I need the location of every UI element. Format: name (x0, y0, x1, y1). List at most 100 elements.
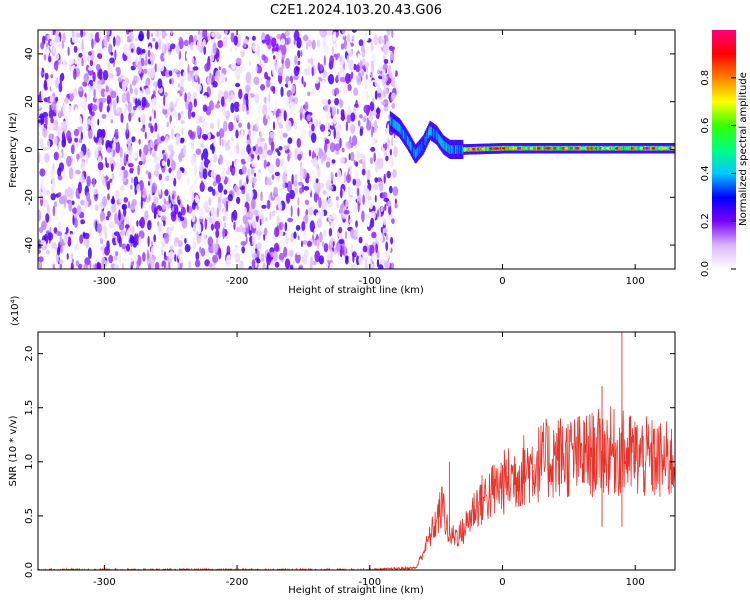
noise-cell (140, 73, 143, 81)
y-tick-label: -40 (24, 237, 35, 253)
noise-cell (158, 38, 162, 51)
noise-cell (121, 203, 128, 210)
noise-cell (341, 30, 346, 34)
noise-cell (50, 192, 56, 201)
noise-cell (282, 181, 286, 190)
x-tick-label: -100 (358, 577, 381, 588)
noise-cell (299, 166, 304, 177)
noise-cell (322, 190, 327, 196)
noise-cell (184, 92, 187, 103)
signal-band (623, 145, 625, 151)
noise-cell (70, 262, 74, 269)
noise-cell (178, 58, 183, 69)
noise-cell (252, 145, 256, 152)
noise-cell (246, 31, 251, 37)
signal-band (444, 141, 446, 151)
noise-cell (373, 152, 377, 163)
noise-cell (183, 170, 188, 176)
noise-cell (65, 38, 69, 48)
signal-band (573, 145, 575, 151)
noise-cell (328, 73, 335, 85)
noise-cell (241, 148, 245, 156)
noise-cell (214, 220, 221, 230)
noise-cell (391, 218, 395, 225)
noise-cell (358, 236, 363, 244)
noise-cell (116, 107, 120, 114)
noise-cell (263, 159, 267, 169)
noise-cell (318, 103, 323, 109)
signal-band (505, 145, 507, 151)
noise-cell (347, 33, 351, 45)
signal-band (413, 147, 415, 157)
noise-cell (293, 74, 299, 81)
noise-cell (280, 108, 285, 113)
noise-cell (210, 207, 216, 217)
noise-cell (389, 51, 395, 61)
noise-cell (82, 31, 86, 37)
noise-cell (309, 220, 315, 233)
noise-cell (186, 176, 191, 186)
noise-cell (160, 135, 165, 142)
noise-cell (105, 174, 108, 187)
noise-cell (197, 30, 201, 36)
noise-cell (394, 198, 397, 205)
noise-cell (196, 125, 201, 136)
noise-cell (50, 259, 56, 265)
noise-cell (230, 102, 235, 113)
noise-cell (302, 240, 308, 245)
noise-cell (233, 114, 238, 122)
noise-cell (355, 161, 359, 167)
signal-band (486, 146, 488, 152)
noise-cell (310, 57, 314, 65)
signal-band (439, 135, 441, 144)
noise-cell (122, 169, 129, 179)
noise-cell (161, 160, 166, 167)
x-tick-label: 0 (499, 577, 505, 588)
noise-cell (335, 150, 340, 155)
noise-cell (216, 207, 219, 218)
noise-cell (382, 191, 388, 199)
noise-cell (327, 192, 330, 199)
noise-cell (369, 101, 375, 112)
noise-cell (310, 89, 317, 95)
noise-cell (121, 92, 127, 104)
noise-cell (236, 196, 241, 204)
noise-cell (195, 148, 202, 155)
noise-cell (88, 84, 91, 94)
noise-cell (225, 259, 232, 267)
signal-band (433, 128, 435, 138)
signal-band (423, 139, 425, 149)
noise-cell (240, 241, 247, 246)
noise-cell (200, 142, 205, 149)
noise-cell (303, 185, 310, 191)
noise-cell (368, 68, 372, 76)
noise-cell (235, 69, 241, 77)
noise-cell (334, 97, 340, 106)
noise-cell (308, 177, 315, 184)
noise-cell (348, 59, 354, 71)
noise-cell (343, 39, 348, 50)
noise-cell (347, 41, 351, 53)
noise-cell (260, 76, 266, 85)
noise-cell (392, 186, 399, 197)
noise-cell (57, 43, 63, 48)
signal-band (418, 145, 420, 155)
noise-cell (265, 217, 268, 222)
signal-band (396, 121, 398, 130)
noise-cell (326, 156, 331, 162)
noise-cell (108, 72, 114, 79)
noise-cell (386, 30, 391, 36)
noise-cell (228, 121, 234, 132)
noise-cell (273, 151, 277, 160)
noise-cell (321, 241, 325, 248)
noise-cell (160, 239, 166, 247)
noise-cell (323, 55, 326, 66)
noise-cell (378, 264, 384, 269)
noise-cell (40, 211, 44, 218)
noise-cell (54, 201, 58, 208)
noise-cell (375, 243, 378, 254)
noise-cell (95, 57, 99, 62)
noise-cell (328, 215, 332, 223)
noise-cell (129, 236, 135, 244)
noise-cell (380, 101, 386, 106)
